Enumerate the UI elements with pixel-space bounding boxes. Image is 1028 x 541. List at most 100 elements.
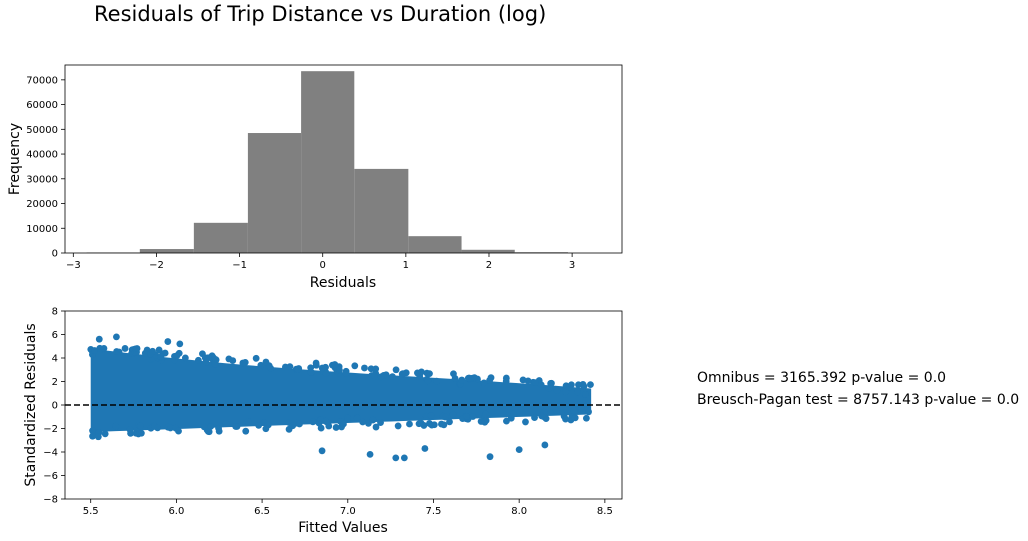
y-tick-label: 8 — [52, 307, 58, 318]
y-tick-label: 70000 — [26, 75, 58, 86]
scatter-point — [307, 368, 315, 376]
scatter-point — [309, 418, 317, 426]
scatter-point-outlier — [95, 335, 103, 343]
scatter-point — [91, 347, 98, 354]
scatter-point — [157, 353, 165, 361]
scatter-point-outlier — [113, 333, 120, 341]
scatter-point — [426, 370, 433, 378]
scatter-point — [415, 420, 423, 428]
scatter-point — [480, 379, 488, 387]
scatter-point — [531, 414, 538, 422]
histogram-x-ticks: −3 −2 −1 0 1 2 3 — [66, 253, 575, 271]
scatter-point — [531, 379, 539, 386]
scatter-point — [372, 365, 380, 373]
x-tick-label: 0 — [320, 260, 326, 271]
y-tick-label: 0 — [52, 249, 58, 260]
scatter-point — [121, 345, 129, 352]
scatter-points — [87, 333, 594, 462]
histogram-bar — [408, 236, 462, 253]
y-tick-label: −8 — [43, 495, 58, 506]
scatter-point — [522, 418, 529, 426]
scatter-point — [587, 381, 594, 389]
scatter-point — [582, 414, 590, 422]
scatter-point — [524, 377, 532, 385]
scatter-point — [465, 374, 473, 382]
x-tick-label: 6.5 — [254, 506, 270, 517]
y-tick-label: 6 — [52, 330, 58, 341]
scatter-point — [370, 372, 378, 380]
histogram-bar — [247, 133, 302, 253]
omnibus-stat: Omnibus = 3165.392 p-value = 0.0 — [697, 370, 947, 386]
scatter-point-outlier — [164, 338, 172, 345]
scatter-point — [575, 381, 582, 389]
y-tick-label: 4 — [52, 354, 58, 365]
histogram-y-axis-label: Frequency — [7, 123, 23, 195]
scatter-point — [545, 385, 553, 392]
scatter-point — [229, 357, 237, 364]
scatter-point — [89, 432, 96, 440]
scatter-point — [553, 387, 561, 394]
scatter-point — [215, 427, 223, 435]
scatter-point — [194, 356, 202, 364]
x-tick-label: 8.5 — [597, 506, 613, 517]
scatter-point — [562, 415, 569, 423]
scatter-point — [133, 345, 141, 352]
y-tick-label: 10000 — [26, 224, 58, 235]
y-tick-label: 40000 — [26, 150, 58, 161]
scatter-point — [377, 419, 384, 426]
scatter-point — [344, 414, 352, 422]
scatter-point — [149, 347, 156, 355]
scatter-point — [449, 410, 457, 418]
scatter-point — [294, 365, 302, 373]
scatter-point — [382, 371, 390, 379]
scatter-point — [322, 363, 329, 371]
scatter-point — [441, 413, 449, 421]
scatter-point-outlier — [392, 454, 400, 462]
scatter-point — [173, 352, 181, 360]
x-tick-label: −3 — [66, 260, 81, 271]
scatter-point — [136, 422, 144, 430]
scatter-point — [340, 420, 347, 428]
scatter-point — [204, 354, 212, 362]
scatter-point — [296, 420, 303, 428]
scatter-point — [406, 420, 413, 428]
scatter-point — [487, 374, 495, 382]
scatter-point — [361, 364, 368, 372]
scatter-point — [424, 377, 432, 385]
y-tick-label: −6 — [43, 471, 58, 482]
scatter-point — [212, 356, 220, 363]
scatter-point — [552, 407, 560, 415]
scatter-chart: 5.5 6.0 6.5 7.0 7.5 8.0 8.5 −8 −6 −4 −2 0 2 4 6 8 Fitt… — [23, 307, 623, 536]
scatter-point — [137, 429, 145, 437]
scatter-point — [94, 433, 102, 441]
scatter-point — [100, 345, 108, 352]
y-tick-label: 30000 — [26, 174, 58, 185]
scatter-point — [112, 422, 120, 430]
scatter-point — [181, 354, 189, 362]
scatter-point — [562, 382, 570, 390]
scatter-point — [232, 423, 240, 430]
scatter-point — [127, 429, 134, 437]
scatter-point — [332, 424, 340, 431]
histogram-bar — [301, 71, 355, 254]
y-tick-label: −4 — [43, 448, 58, 459]
scatter-point — [392, 366, 400, 374]
x-tick-label: 7.5 — [426, 506, 442, 517]
scatter-point-outlier — [541, 441, 549, 449]
histogram-chart: −3 −2 −1 0 1 2 3 0 10000 20000 30000 40000 50000 600… — [7, 64, 623, 291]
histogram-y-ticks: 0 10000 20000 30000 40000 50000 60000 70000 — [26, 75, 65, 260]
scatter-point-outlier — [318, 447, 326, 455]
scatter-point — [317, 424, 325, 432]
scatter-point — [440, 421, 448, 429]
scatter-point — [289, 422, 297, 430]
scatter-point — [336, 366, 343, 374]
scatter-point — [446, 418, 453, 426]
histogram-bars — [86, 71, 568, 254]
x-tick-label: 5.5 — [83, 506, 99, 517]
y-tick-label: 60000 — [26, 100, 58, 111]
scatter-point — [286, 363, 294, 371]
scatter-point — [548, 379, 555, 387]
scatter-point — [257, 361, 265, 369]
scatter-point — [538, 412, 546, 420]
